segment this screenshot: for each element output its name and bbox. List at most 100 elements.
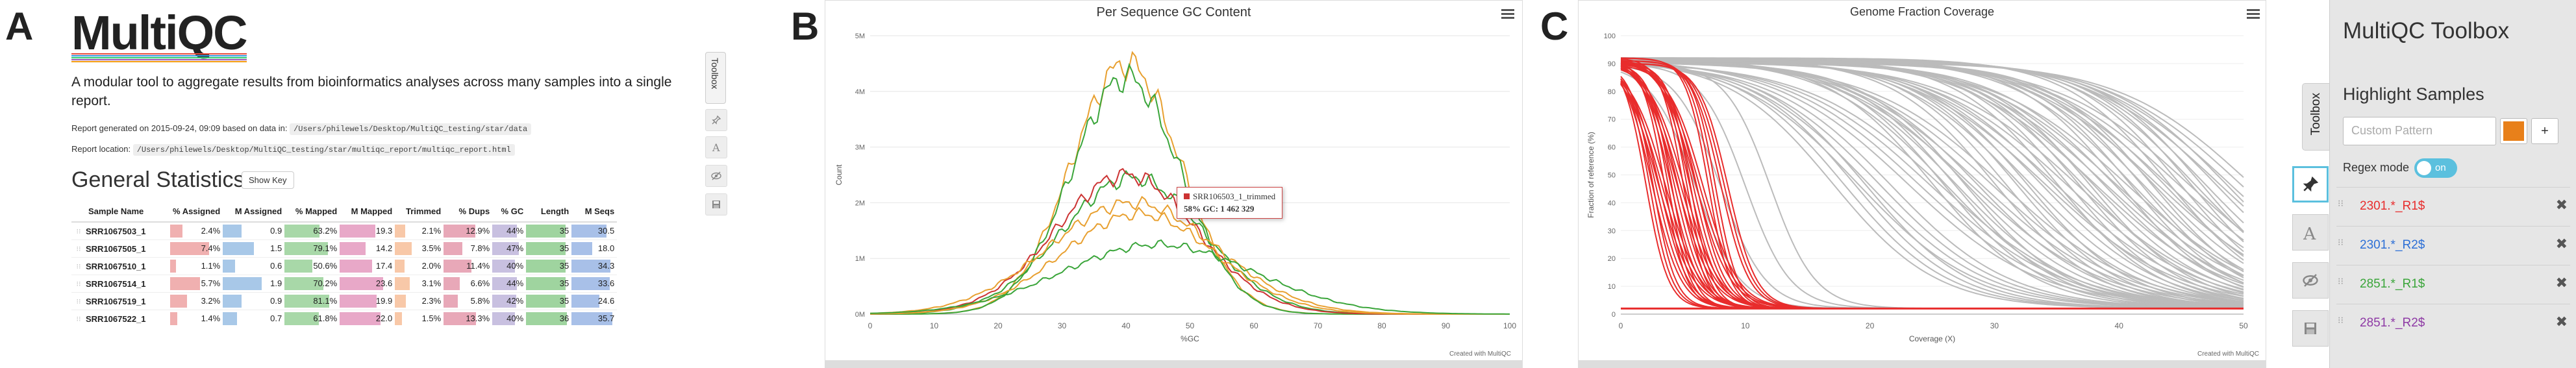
column-header[interactable]: % GC <box>492 201 527 223</box>
hide-tool-button[interactable] <box>2292 262 2329 299</box>
stat-bar <box>284 312 319 325</box>
stat-bar <box>444 225 475 238</box>
drag-handle-icon[interactable]: ⁝⁝ <box>71 221 86 240</box>
drag-handle-icon[interactable]: ⁝⁝ <box>71 257 86 275</box>
coverage-line-grey <box>1621 60 2244 214</box>
stat-cell: 79.1% <box>284 239 340 258</box>
drag-handle-icon[interactable]: ⁝⁝ <box>2338 315 2344 325</box>
x-tick-label: 50 <box>1186 321 1195 330</box>
stat-bar <box>395 312 403 325</box>
table-row: ⁝⁝ SRR1067510_1 1.1% 0.6 50.6% 17.4 2.0% 11.4% 4… <box>71 257 618 275</box>
stat-cell: 6.6% <box>444 275 493 293</box>
stat-bar <box>340 242 366 255</box>
column-header[interactable]: M Assigned <box>223 201 285 223</box>
add-pattern-button[interactable]: + <box>2531 118 2558 144</box>
drag-handle-icon[interactable]: ⁝⁝ <box>71 292 86 310</box>
regex-mode-toggle[interactable]: on <box>2414 158 2457 178</box>
stat-bar <box>223 260 236 273</box>
custom-pattern-input[interactable]: Custom Pattern <box>2343 117 2496 145</box>
column-header[interactable]: % Dups <box>444 201 493 223</box>
drag-handle-icon[interactable]: ⁝⁝ <box>2338 198 2344 208</box>
highlight-pattern-text[interactable]: 2301.*_R1$ <box>2360 199 2425 213</box>
stat-value: 2.4% <box>201 226 221 236</box>
highlight-pattern-text[interactable]: 2851.*_R1$ <box>2360 277 2425 291</box>
x-tick-label: 20 <box>1866 321 1875 330</box>
stat-cell: 61.8% <box>284 310 340 327</box>
table-row: ⁝⁝ SRR1067503_1 2.4% 0.9 63.2% 19.3 2.1% 12.9% 4… <box>71 221 618 240</box>
stat-bar <box>170 242 210 255</box>
drag-handle-icon[interactable]: ⁝⁝ <box>71 239 86 258</box>
y-axis-label: Fraction of reference (%) <box>1586 132 1595 218</box>
logo-stripe <box>71 55 247 56</box>
stat-bar <box>492 260 515 273</box>
sample-name: SRR1067514_1 <box>86 275 170 293</box>
stat-cell-content: 47% <box>492 240 526 257</box>
y-tick-label: 90 <box>1608 60 1616 68</box>
highlight-pattern-row: ⁝⁝ 2301.*_R2$ ✖ <box>2336 226 2570 262</box>
stat-bar <box>444 312 477 325</box>
stat-cell-content: 50.6% <box>284 258 340 275</box>
drag-handle-icon[interactable]: ⁝⁝ <box>71 310 86 327</box>
x-axis-label: Coverage (X) <box>1909 334 1955 343</box>
stat-value: 36 <box>559 313 569 323</box>
menu-icon[interactable] <box>2247 9 2260 19</box>
highlight-pattern-text[interactable]: 2851.*_R2$ <box>2360 316 2425 330</box>
stat-cell-content: 1.4% <box>170 310 223 327</box>
plot-resize-handle[interactable] <box>825 360 1523 368</box>
highlight-color-picker[interactable] <box>2500 118 2527 144</box>
stat-value: 2.1% <box>421 226 442 236</box>
column-header[interactable]: % Mapped <box>284 201 340 223</box>
save-tool-button[interactable] <box>2292 310 2329 347</box>
column-header[interactable]: Sample Name <box>86 201 170 223</box>
hide-tool-button[interactable] <box>705 165 727 187</box>
stat-value: 47% <box>506 243 524 253</box>
eye-slash-icon <box>2303 274 2318 287</box>
stat-value: 2.0% <box>421 261 442 271</box>
font-icon: A <box>2303 224 2316 241</box>
column-header[interactable]: M Mapped <box>340 201 395 223</box>
stat-cell-content: 40% <box>492 310 526 327</box>
sample-name: SRR1067505_1 <box>86 239 170 258</box>
y-tick-label: 80 <box>1608 88 1616 96</box>
stat-bar <box>340 295 377 308</box>
column-header[interactable]: Length <box>526 201 572 223</box>
toolbox-strip-label: Toolbox <box>710 58 720 90</box>
stat-cell: 35 <box>526 292 572 310</box>
floppy-disk-icon <box>2305 323 2316 334</box>
toolbox-tab[interactable]: Toolbox <box>2302 83 2331 151</box>
stat-value: 70.2% <box>313 278 338 288</box>
stat-value: 40% <box>506 261 524 271</box>
stat-cell-content: 0.6 <box>223 258 284 275</box>
remove-pattern-icon[interactable]: ✖ <box>2555 236 2568 252</box>
y-tick-label: 0 <box>1612 311 1616 319</box>
stat-cell: 44% <box>492 221 527 240</box>
stat-cell: 5.8% <box>444 292 493 310</box>
highlight-pattern-text[interactable]: 2301.*_R2$ <box>2360 238 2425 252</box>
toolbox-strip[interactable]: Toolbox <box>705 52 726 104</box>
rename-tool-button[interactable]: A <box>705 136 727 158</box>
drag-handle-icon[interactable]: ⁝⁝ <box>2338 276 2344 286</box>
remove-pattern-icon[interactable]: ✖ <box>2555 197 2568 213</box>
remove-pattern-icon[interactable]: ✖ <box>2555 275 2568 291</box>
stat-value: 35 <box>559 226 569 236</box>
highlight-tool-button[interactable] <box>2292 166 2329 202</box>
menu-icon[interactable] <box>1501 9 1514 19</box>
coverage-line-grey <box>1620 64 2244 309</box>
column-header[interactable]: M Seqs <box>571 201 618 223</box>
stat-cell-content: 35.7 <box>571 310 617 327</box>
stat-cell: 35 <box>526 221 572 240</box>
tooltip-sample: SRR106503_1_trimmed <box>1193 191 1276 201</box>
column-header[interactable]: Trimmed <box>395 201 444 223</box>
plot-resize-handle[interactable] <box>1578 360 2266 368</box>
save-tool-button[interactable] <box>705 193 727 215</box>
column-header[interactable]: % Assigned <box>170 201 223 223</box>
stat-cell: 13.3% <box>444 310 493 327</box>
stat-value: 35 <box>559 278 569 288</box>
remove-pattern-icon[interactable]: ✖ <box>2555 313 2568 330</box>
drag-handle-icon[interactable]: ⁝⁝ <box>2338 237 2344 247</box>
drag-handle-icon[interactable]: ⁝⁝ <box>71 275 86 293</box>
show-key-button[interactable]: Show Key <box>242 171 294 189</box>
stat-cell-content: 36 <box>526 310 571 327</box>
rename-tool-button[interactable]: A <box>2292 214 2329 251</box>
highlight-tool-button[interactable] <box>705 109 727 131</box>
